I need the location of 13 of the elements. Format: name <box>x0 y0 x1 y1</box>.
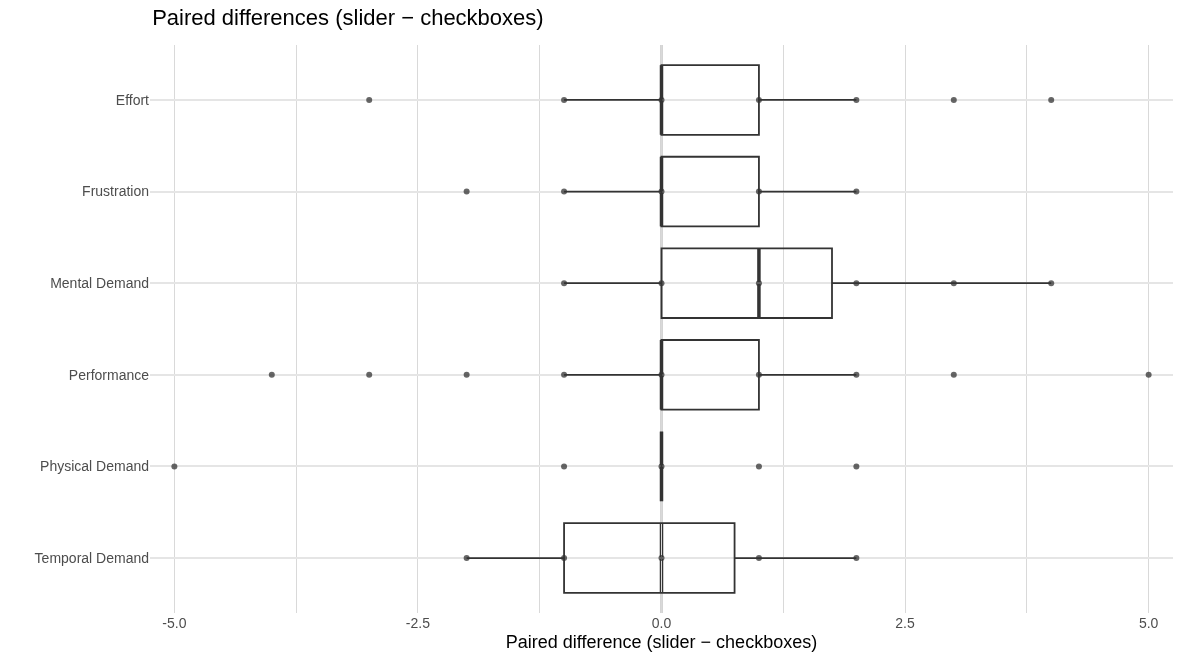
x-tick-label: 2.5 <box>895 615 916 631</box>
y-tick-label: Frustration <box>82 183 149 200</box>
y-tick-label: Effort <box>115 91 150 108</box>
y-tick-label: Performance <box>68 366 150 383</box>
y-tick-label: Temporal Demand <box>34 549 149 566</box>
x-tick-label: 5.0 <box>1138 615 1159 631</box>
chart-title: Paired differences (slider − checkboxes) <box>152 5 544 31</box>
x-tick-label: -2.5 <box>405 615 431 631</box>
x-tick-label: -5.0 <box>162 615 187 631</box>
x-tick-label: 0.0 <box>651 615 672 631</box>
x-axis-title: Paired difference (slider − checkboxes) <box>505 632 818 653</box>
y-tick-label: Physical Demand <box>40 458 149 475</box>
y-tick-label: Mental Demand <box>50 275 149 292</box>
